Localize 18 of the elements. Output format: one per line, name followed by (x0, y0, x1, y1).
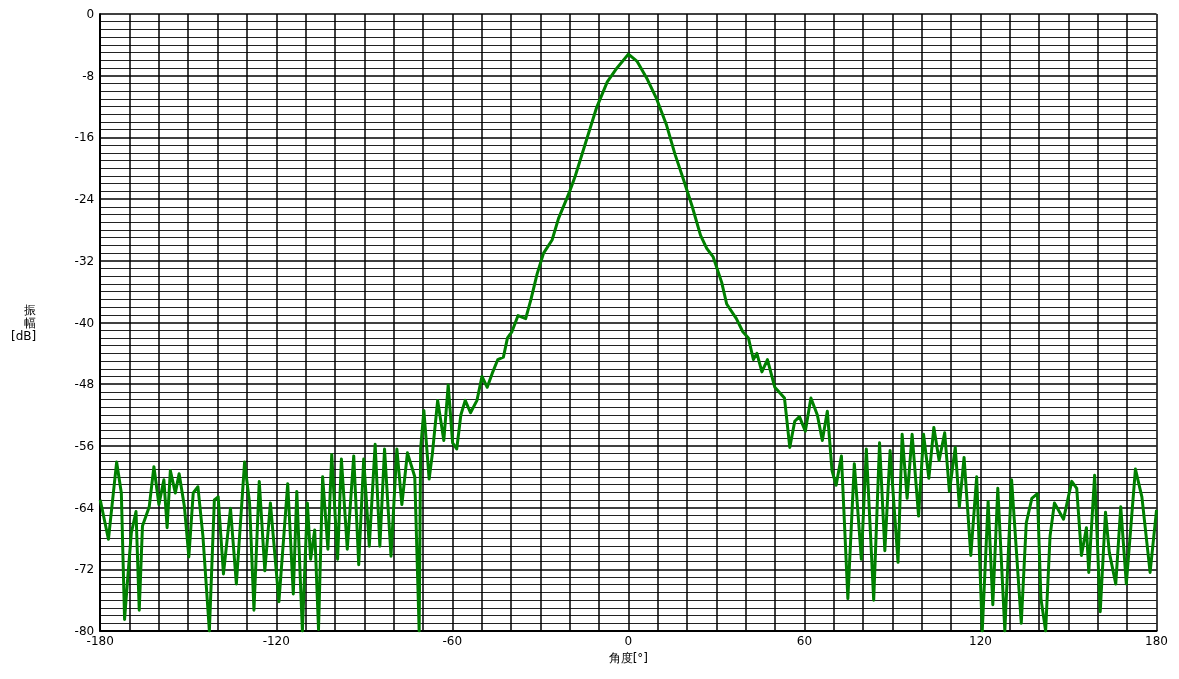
y-axis-title: 振幅[dB] (10, 302, 37, 343)
y-tick-label: -16 (74, 130, 95, 145)
x-tick-label: -60 (442, 634, 463, 648)
y-tick-label: -24 (74, 192, 95, 207)
y-tick-label: -72 (74, 562, 95, 577)
x-tick-label: 0 (624, 634, 633, 648)
y-tick-label: 0 (86, 7, 95, 21)
x-tick-label: -120 (262, 634, 290, 648)
x-axis-title: 角度[°] (608, 650, 649, 665)
y-tick-label: -48 (74, 377, 95, 392)
x-tick-label: 60 (796, 634, 813, 648)
y-tick-label: -32 (74, 253, 95, 268)
y-tick-label: -8 (82, 68, 95, 83)
y-tick-label: -64 (74, 500, 95, 515)
x-tick-label: 180 (1145, 634, 1168, 648)
y-tick-label: -40 (74, 315, 95, 330)
y-tick-label: -56 (74, 438, 95, 453)
x-tick-label: 120 (969, 634, 992, 648)
